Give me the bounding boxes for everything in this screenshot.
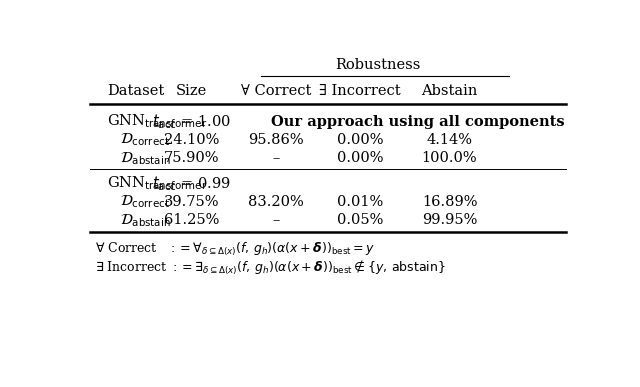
Text: Abstain: Abstain: [421, 84, 477, 98]
Text: $\forall$ Correct   $:= \forall_{\delta\subseteq\Delta(x)}(f,\, g_h)(\alpha(x+\b: $\forall$ Correct $:= \forall_{\delta\su…: [95, 241, 375, 258]
Text: GNN$_{\mathsf{transformer}}$: GNN$_{\mathsf{transformer}}$: [108, 175, 207, 192]
Text: GNN$_{\mathsf{transformer}}$: GNN$_{\mathsf{transformer}}$: [108, 113, 207, 130]
Text: 0.05%: 0.05%: [337, 214, 383, 228]
Text: Size: Size: [176, 84, 207, 98]
Text: 83.20%: 83.20%: [248, 195, 304, 209]
Text: $\exists$ Incorrect $:= \exists_{\delta\subseteq\Delta(x)}(f,\, g_h)(\alpha(x+\b: $\exists$ Incorrect $:= \exists_{\delta\…: [95, 259, 445, 277]
Text: 100.0%: 100.0%: [422, 151, 477, 166]
Text: –: –: [272, 214, 280, 228]
Text: ∃ Incorrect: ∃ Incorrect: [319, 84, 401, 98]
Text: 0.01%: 0.01%: [337, 195, 383, 209]
Text: $\mathcal{D}_{\mathsf{abstain}}$: $\mathcal{D}_{\mathsf{abstain}}$: [120, 212, 170, 229]
Text: $t_{\mathsf{acc}}$ = 0.99: $t_{\mathsf{acc}}$ = 0.99: [152, 174, 231, 193]
Text: $\mathcal{D}_{\mathsf{correct}}$: $\mathcal{D}_{\mathsf{correct}}$: [120, 194, 170, 211]
Text: Dataset: Dataset: [108, 84, 164, 98]
Text: 95.86%: 95.86%: [248, 133, 304, 147]
Text: $t_{\mathsf{acc}}$ = 1.00: $t_{\mathsf{acc}}$ = 1.00: [152, 112, 231, 131]
Text: Our approach using all components: Our approach using all components: [271, 115, 564, 128]
Text: 0.00%: 0.00%: [337, 151, 383, 166]
Text: 61.25%: 61.25%: [164, 214, 220, 228]
Text: $\mathcal{D}_{\mathsf{abstain}}$: $\mathcal{D}_{\mathsf{abstain}}$: [120, 150, 170, 167]
Text: Robustness: Robustness: [335, 58, 420, 72]
Text: 39.75%: 39.75%: [164, 195, 220, 209]
Text: ∀ Correct: ∀ Correct: [241, 84, 311, 98]
Text: 0.00%: 0.00%: [337, 133, 383, 147]
Text: –: –: [272, 151, 280, 166]
Text: 16.89%: 16.89%: [422, 195, 477, 209]
Text: 99.95%: 99.95%: [422, 214, 477, 228]
Text: 75.90%: 75.90%: [164, 151, 220, 166]
Text: 24.10%: 24.10%: [164, 133, 220, 147]
Text: $\mathcal{D}_{\mathsf{correct}}$: $\mathcal{D}_{\mathsf{correct}}$: [120, 132, 170, 148]
Text: 4.14%: 4.14%: [426, 133, 472, 147]
